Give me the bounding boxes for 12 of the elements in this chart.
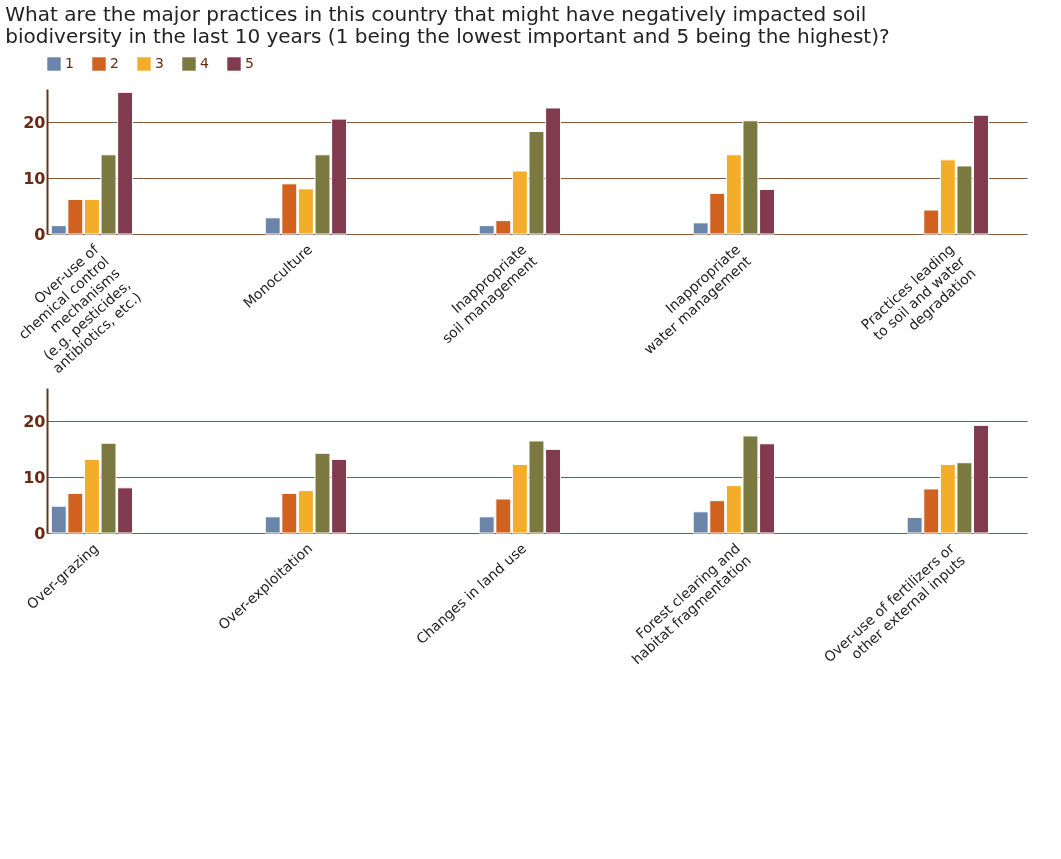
y-tick-label: 20 — [23, 411, 46, 431]
y-tick-label: 10 — [23, 467, 46, 487]
y-tick-label: 0 — [34, 523, 46, 543]
legend-label: 1 — [65, 55, 74, 71]
legend-label: 3 — [155, 55, 164, 71]
y-tick-label: 10 — [23, 168, 46, 188]
chart-title: What are the major practices in this country that might have negatively impacted soil biodiversity in the last 10 years (1 being the lowest important and 5 being the highest)? — [5, 2, 890, 48]
legend-label: 5 — [245, 55, 254, 71]
legend-label: 4 — [200, 55, 209, 71]
legend-label: 2 — [110, 55, 119, 71]
y-tick-label: 0 — [34, 224, 46, 244]
y-tick-label: 20 — [23, 112, 46, 132]
